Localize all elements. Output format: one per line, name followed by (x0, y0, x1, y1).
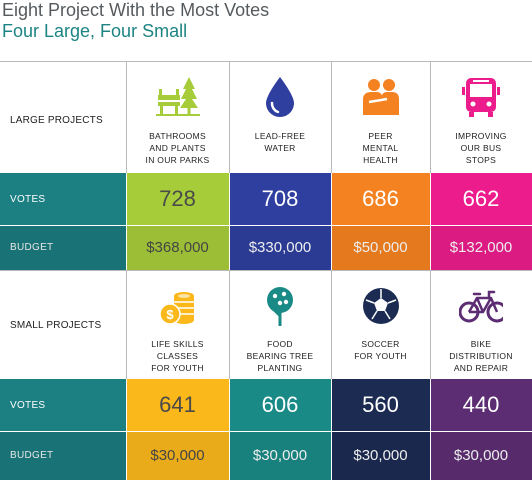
project-name-line: LIFE SKILLS (151, 339, 204, 349)
project-name-line: AND REPAIR (453, 363, 509, 373)
soccer-ball-icon (359, 284, 403, 333)
budget-value: $30,000 (331, 431, 430, 480)
svg-text:$: $ (166, 307, 174, 322)
project-name-line: BIKE (470, 339, 492, 349)
votes-value: 641 (126, 379, 229, 431)
project-name: PEER MENTAL HEALTH (331, 130, 430, 166)
row-separator (0, 431, 532, 432)
budget-value: $30,000 (126, 431, 229, 480)
table-column-rule (126, 61, 127, 173)
project-name-line: WATER (264, 143, 296, 153)
chart-subtitle: Four Large, Four Small (2, 21, 188, 41)
table-column-rule (126, 270, 127, 379)
cell-separator (331, 379, 332, 480)
project-name: BATHROOMS AND PLANTS IN OUR PARKS (126, 130, 229, 166)
votes-value: 686 (331, 173, 430, 225)
people-support-icon (359, 75, 403, 124)
large-projects-label: LARGE PROJECTS (10, 115, 103, 126)
project-name: SOCCER FOR YOUTH (331, 338, 430, 362)
water-drop-icon (258, 75, 302, 124)
fruit-tree-icon (258, 284, 302, 333)
project-name-line: PEER (368, 131, 393, 141)
small-projects-label: SMALL PROJECTS (10, 320, 102, 331)
project-name-line: IN OUR PARKS (145, 155, 210, 165)
project-name-line: FOR YOUTH (354, 351, 407, 361)
cell-separator (229, 379, 230, 480)
row-separator (0, 225, 532, 226)
table-rule (0, 270, 532, 271)
votes-row-label: VOTES (0, 379, 126, 431)
votes-value: 606 (229, 379, 331, 431)
table-column-rule (229, 61, 230, 173)
project-name: LEAD-FREE WATER (229, 130, 331, 154)
project-name: FOOD BEARING TREE PLANTING (229, 338, 331, 374)
bicycle-icon (458, 284, 508, 333)
votes-value: 440 (430, 379, 532, 431)
project-name-line: DISTRIBUTION (449, 351, 513, 361)
project-name-line: MENTAL (362, 143, 399, 153)
project-name-line: BATHROOMS (149, 131, 206, 141)
votes-value: 560 (331, 379, 430, 431)
cell-separator (126, 173, 127, 270)
table-column-rule (229, 270, 230, 379)
cell-separator (126, 379, 127, 480)
table-column-rule (331, 61, 332, 173)
budget-value: $30,000 (229, 431, 331, 480)
project-name: BIKE DISTRIBUTION AND REPAIR (430, 338, 532, 374)
bus-icon (459, 75, 503, 124)
project-name-line: IMPROVING (455, 131, 507, 141)
project-name-line: PLANTING (257, 363, 303, 373)
table-column-rule (331, 270, 332, 379)
project-name-line: CLASSES (156, 351, 199, 361)
budget-value: $330,000 (229, 225, 331, 270)
chart-title: Eight Project With the Most Votes (2, 0, 270, 20)
table-column-rule (430, 270, 431, 379)
budget-value: $132,000 (430, 225, 532, 270)
budget-row-label: BUDGET (0, 225, 126, 270)
project-name-line: FOOD (267, 339, 293, 349)
project-name: LIFE SKILLS CLASSES FOR YOUTH (126, 338, 229, 374)
project-name-line: FOR YOUTH (151, 363, 204, 373)
cell-separator (229, 173, 230, 270)
cell-separator (430, 379, 431, 480)
budget-value: $50,000 (331, 225, 430, 270)
cell-separator (430, 173, 431, 270)
project-name-line: HEALTH (363, 155, 398, 165)
project-name-line: SOCCER (361, 339, 400, 349)
budget-value: $30,000 (430, 431, 532, 480)
votes-value: 662 (430, 173, 532, 225)
votes-value: 728 (126, 173, 229, 225)
budget-value: $368,000 (126, 225, 229, 270)
project-name: IMPROVING OUR BUS STOPS (430, 130, 532, 166)
project-name-line: STOPS (465, 155, 497, 165)
cell-separator (331, 173, 332, 270)
coins-icon: $ (156, 284, 200, 333)
project-name-line: LEAD-FREE (254, 131, 306, 141)
project-name-line: BEARING TREE (246, 351, 314, 361)
park-bench-tree-icon (155, 75, 200, 124)
votes-value: 708 (229, 173, 331, 225)
project-name-line: OUR BUS (460, 143, 502, 153)
table-column-rule (430, 61, 431, 173)
project-name-line: AND PLANTS (149, 143, 206, 153)
budget-row-label: BUDGET (0, 431, 126, 480)
votes-row-label: VOTES (0, 173, 126, 225)
table-rule (0, 61, 532, 62)
